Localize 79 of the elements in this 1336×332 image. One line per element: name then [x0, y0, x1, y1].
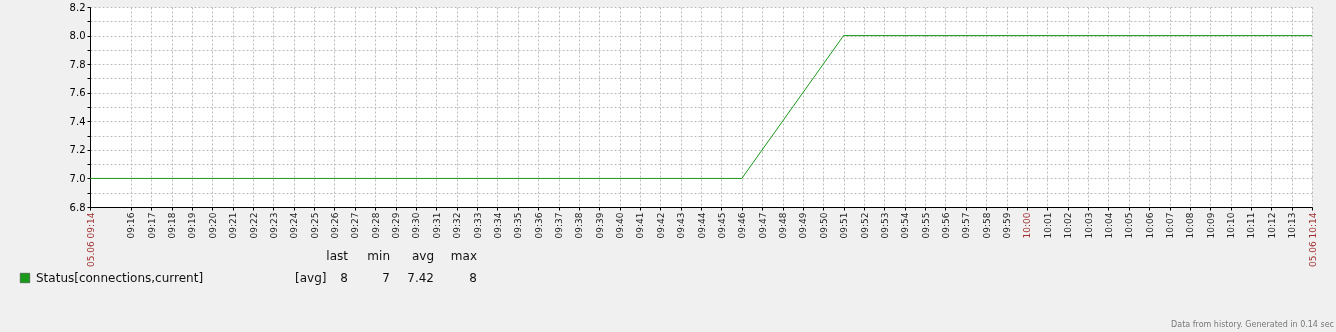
- y-tick-label: 7.6: [69, 87, 86, 99]
- x-tick-label: 10:10: [1226, 212, 1237, 239]
- x-tick-label: 10:13: [1287, 212, 1298, 239]
- x-tick-label: 09:30: [411, 212, 422, 239]
- x-tick-label: 10:05: [1124, 212, 1135, 239]
- x-tick-label: 09:56: [940, 212, 951, 239]
- y-tick-label: 7.0: [69, 172, 86, 184]
- x-tick-label: 09:49: [798, 212, 809, 239]
- y-tick-label: 7.4: [69, 115, 86, 127]
- y-tick-label: 7.2: [69, 144, 86, 156]
- x-tick-label: 09:28: [370, 212, 381, 239]
- text: max: [450, 249, 477, 263]
- x-tick-label: 10:04: [1103, 212, 1114, 239]
- x-tick-label: 09:29: [391, 212, 401, 239]
- x-tick-label: 09:39: [594, 212, 605, 239]
- x-tick-label: 09:18: [167, 212, 178, 239]
- text: 6.8: [69, 201, 86, 213]
- text: [avg]: [295, 271, 327, 285]
- text: 7: [382, 271, 390, 285]
- x-tick-label: 09:44: [696, 212, 707, 239]
- x-tick-label: 10:02: [1063, 212, 1074, 239]
- x-tick-label: 09:41: [635, 212, 646, 239]
- x-tick-label: 09:24: [289, 212, 300, 239]
- x-tick-label: 10:00: [1022, 212, 1033, 239]
- x-tick-label: 09:59: [1002, 212, 1012, 239]
- x-tick-label: 09:38: [574, 212, 585, 239]
- text: 7.42: [407, 271, 434, 285]
- y-tick-label: 8.2: [69, 1, 86, 13]
- x-tick-label: 09:51: [839, 212, 850, 239]
- x-tick-label: 09:21: [228, 212, 239, 239]
- x-tick-label: 09:27: [350, 212, 361, 239]
- x-tick-label: 09:26: [329, 212, 340, 239]
- x-tick-label: 09:16: [126, 212, 137, 239]
- x-tick-label: 09:37: [554, 212, 565, 239]
- x-tick-label: 10:09: [1205, 212, 1216, 239]
- x-tick-label: 09:47: [757, 212, 768, 239]
- x-tick-label: 09:35: [513, 212, 524, 239]
- x-tick-label: 09:55: [920, 212, 931, 239]
- x-tick-label: 09:46: [737, 212, 748, 239]
- x-tick-label: 09:25: [309, 212, 320, 239]
- x-tick-label: 09:23: [268, 212, 279, 239]
- x-tick-label: 09:45: [716, 212, 727, 239]
- y-tick-label: 8.0: [69, 30, 86, 42]
- x-tick-label: 09:17: [146, 212, 157, 239]
- x-tick-label: 09:22: [248, 212, 259, 239]
- x-tick-label: 10:01: [1042, 212, 1053, 239]
- x-tick-label: 05.06 10:14: [1307, 212, 1318, 268]
- x-tick-label: 09:36: [533, 212, 544, 239]
- x-tick-label: 09:50: [818, 212, 829, 239]
- x-tick-label: 09:31: [431, 212, 442, 239]
- text: min: [367, 249, 390, 263]
- text: Data from history. Generated in 0.14 sec: [1171, 320, 1334, 329]
- x-tick-label: 10:07: [1165, 212, 1176, 239]
- x-tick-label: 09:43: [676, 212, 687, 239]
- x-tick-label: 10:03: [1083, 212, 1094, 239]
- x-tick-label: 10:12: [1266, 212, 1277, 239]
- legend-label: Status[connections,current]: [36, 271, 204, 285]
- x-tick-label: 09:42: [655, 212, 666, 239]
- x-tick-label: 09:32: [452, 212, 463, 239]
- x-tick-label: 09:57: [961, 212, 972, 239]
- y-tick-label: 7.8: [69, 58, 86, 70]
- text: 8: [340, 271, 348, 285]
- x-tick-label: 10:08: [1185, 212, 1196, 239]
- text: avg: [411, 249, 434, 263]
- text: last: [326, 249, 349, 263]
- x-tick-label: 10:11: [1246, 212, 1257, 239]
- x-tick-label: 09:19: [187, 212, 198, 239]
- x-tick-label: 09:58: [981, 212, 992, 239]
- x-tick-label: 09:40: [615, 212, 626, 239]
- x-tick-label: 10:06: [1144, 212, 1155, 239]
- x-tick-label: 09:54: [900, 212, 911, 239]
- text: 8: [469, 271, 477, 285]
- x-tick-label: 09:52: [859, 212, 870, 239]
- x-tick-label: 09:33: [472, 212, 483, 239]
- x-tick-label: 09:48: [778, 212, 789, 239]
- x-tick-label: 09:34: [492, 212, 503, 239]
- x-tick-label: 09:53: [879, 212, 890, 239]
- x-tick-label: 05.06 09:14: [85, 212, 96, 268]
- x-tick-label: 09:20: [207, 212, 218, 239]
